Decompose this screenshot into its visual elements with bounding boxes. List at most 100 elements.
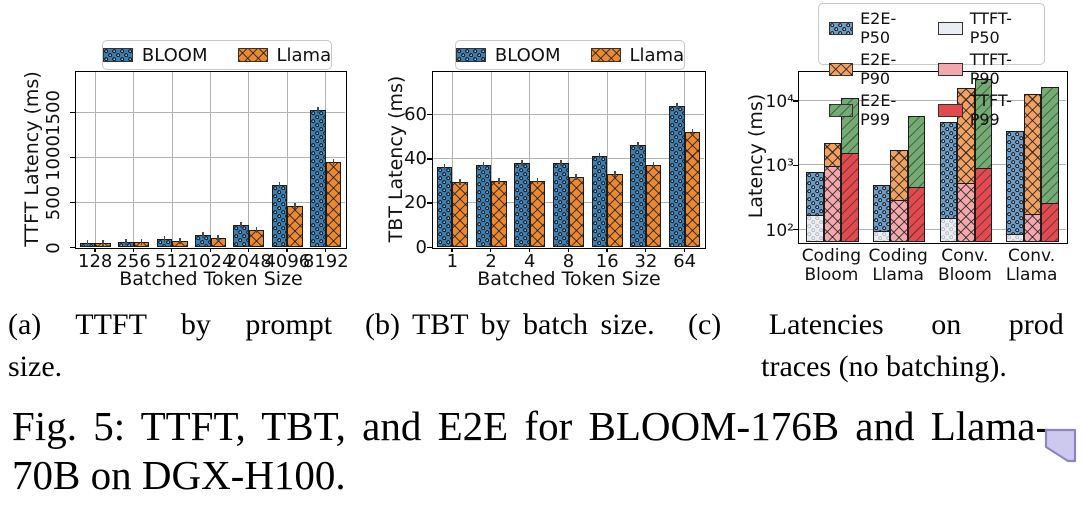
- bar-bloom: [233, 225, 249, 247]
- subcaption-b: (b) TBT by batch size.: [365, 308, 655, 341]
- x-tick-mark: [94, 248, 96, 252]
- ttft-p99-swatch-icon: [938, 103, 963, 117]
- x-tick-mark: [132, 248, 135, 252]
- bar-ttft-p90: [823, 166, 842, 242]
- e2e-p99-swatch-icon: [829, 103, 854, 117]
- x-tick-mark: [171, 248, 173, 252]
- x-tick-label: 1: [446, 251, 459, 272]
- legend-entry-e2e-p99: E2E-P99: [829, 91, 918, 129]
- bar-bloom: [553, 162, 569, 247]
- y-gridline: [799, 164, 1066, 166]
- x-gridline: [645, 72, 647, 247]
- y-gridline: [433, 157, 704, 159]
- x-tick-label: 512: [154, 251, 190, 272]
- llama-swatch-icon: [590, 48, 621, 62]
- bar-e2e-p50: [1006, 130, 1024, 242]
- x-gridline: [606, 72, 608, 247]
- y-gridline: [799, 228, 1066, 230]
- bar-bloom: [310, 110, 326, 247]
- bar-llama: [568, 177, 584, 247]
- chart-c-plot-area: [798, 71, 1068, 244]
- x-gridline: [286, 72, 288, 247]
- bar-llama: [684, 131, 701, 247]
- bar-bloom: [669, 106, 685, 247]
- x-tick-mark: [606, 248, 608, 252]
- comment-annotation-icon[interactable]: [1044, 428, 1077, 463]
- error-bar: [201, 231, 204, 238]
- y-tick-label: 20: [404, 192, 427, 214]
- figure-caption: Fig. 5: TTFT, TBT, and E2E for BLOOM-176…: [12, 402, 1074, 500]
- x-tick-label: 2: [485, 251, 497, 272]
- legend-entry-llama: Llama: [237, 45, 331, 66]
- chart-b-x-axis-label: Batched Token Size: [477, 268, 661, 290]
- x-tick-mark: [247, 248, 250, 252]
- y-tick-label: 10²: [765, 220, 794, 241]
- bar-ttft-p99: [841, 152, 859, 242]
- y-tick-mark: [427, 113, 432, 116]
- e2e-p50-swatch-icon: [829, 21, 854, 35]
- x-tick-mark: [286, 248, 288, 252]
- chart-a-x-axis-label: Batched Token Size: [119, 268, 303, 290]
- bloom-swatch-icon: [102, 48, 133, 62]
- subcaption-c: (c) Latencies on prod traces (no batchin…: [688, 304, 1080, 388]
- y-tick-mark: [427, 202, 432, 204]
- figure-caption-line1: Fig. 5: TTFT, TBT, and E2E for BLOOM-176…: [12, 403, 1050, 449]
- y-tick-mark: [427, 158, 432, 160]
- bar-e2e-p50: [939, 122, 958, 242]
- x-gridline: [451, 72, 453, 247]
- y-tick-label: 40: [404, 147, 427, 169]
- llama-swatch-icon: [237, 48, 268, 62]
- y-gridline: [76, 201, 345, 203]
- x-tick-mark: [528, 248, 531, 252]
- x-tick-label: 64: [673, 251, 697, 272]
- x-tick-label: Coding Bloom: [801, 246, 862, 285]
- bar-ttft-p50: [872, 230, 891, 242]
- y-tick-mark: [793, 164, 798, 166]
- error-bar: [332, 159, 335, 166]
- subcaption-a-line2: size.: [8, 350, 63, 383]
- legend-entry-ttft-p50: TTFT-P50: [938, 9, 1034, 47]
- error-bar: [536, 177, 539, 184]
- bar-bloom: [271, 184, 288, 247]
- chart-a-y-axis-label: TTFT Latency (ms): [21, 71, 43, 247]
- subcaption-a-line1: (a) TTFT by prompt: [8, 308, 333, 341]
- error-bar: [559, 159, 562, 166]
- bar-llama: [645, 165, 662, 247]
- bar-ttft-p99: [1041, 202, 1059, 242]
- x-gridline: [210, 72, 211, 247]
- error-bar: [217, 234, 220, 241]
- x-tick-label: 4096: [264, 251, 311, 272]
- error-bar: [125, 238, 127, 245]
- x-tick-label: 2048: [226, 251, 272, 272]
- bar-ttft-p50: [939, 217, 958, 242]
- error-bar: [482, 162, 485, 169]
- bar-ttft-p99: [907, 187, 926, 242]
- bar-llama: [452, 181, 468, 247]
- legend-label-bloom: BLOOM: [494, 44, 561, 66]
- error-bar: [179, 238, 181, 245]
- x-gridline: [568, 72, 569, 247]
- x-tick-mark: [567, 248, 569, 252]
- x-gridline: [490, 72, 492, 247]
- legend-label-e2e-p50: E2E-P50: [860, 9, 897, 47]
- error-bar: [294, 202, 296, 209]
- x-tick-label: 16: [595, 251, 619, 272]
- x-tick-label: 8: [562, 251, 575, 272]
- legend-entry-ttft-p99: TTFT-P99: [938, 91, 1034, 129]
- figure-caption-line2: 70B on DGX-H100.: [12, 452, 346, 498]
- x-gridline: [529, 72, 531, 247]
- chart-b-legend: BLOOM Llama: [455, 40, 685, 70]
- bar-bloom: [591, 156, 608, 247]
- x-tick-mark: [324, 248, 327, 252]
- x-tick-label: Conv. Bloom: [938, 246, 992, 285]
- y-tick-label: 10³: [765, 156, 794, 177]
- legend-entry-bloom: BLOOM: [455, 44, 561, 66]
- x-tick-label: 256: [116, 251, 151, 272]
- bar-ttft-p50: [806, 215, 824, 242]
- legend-label-e2e-p99: E2E-P99: [860, 91, 897, 129]
- bar-llama: [491, 180, 507, 247]
- x-tick-label: Conv. Llama: [1005, 246, 1058, 285]
- y-tick-mark: [793, 100, 798, 102]
- chart-a-legend: BLOOM Llama: [102, 40, 332, 70]
- y-tick-label: 10⁴: [765, 92, 794, 113]
